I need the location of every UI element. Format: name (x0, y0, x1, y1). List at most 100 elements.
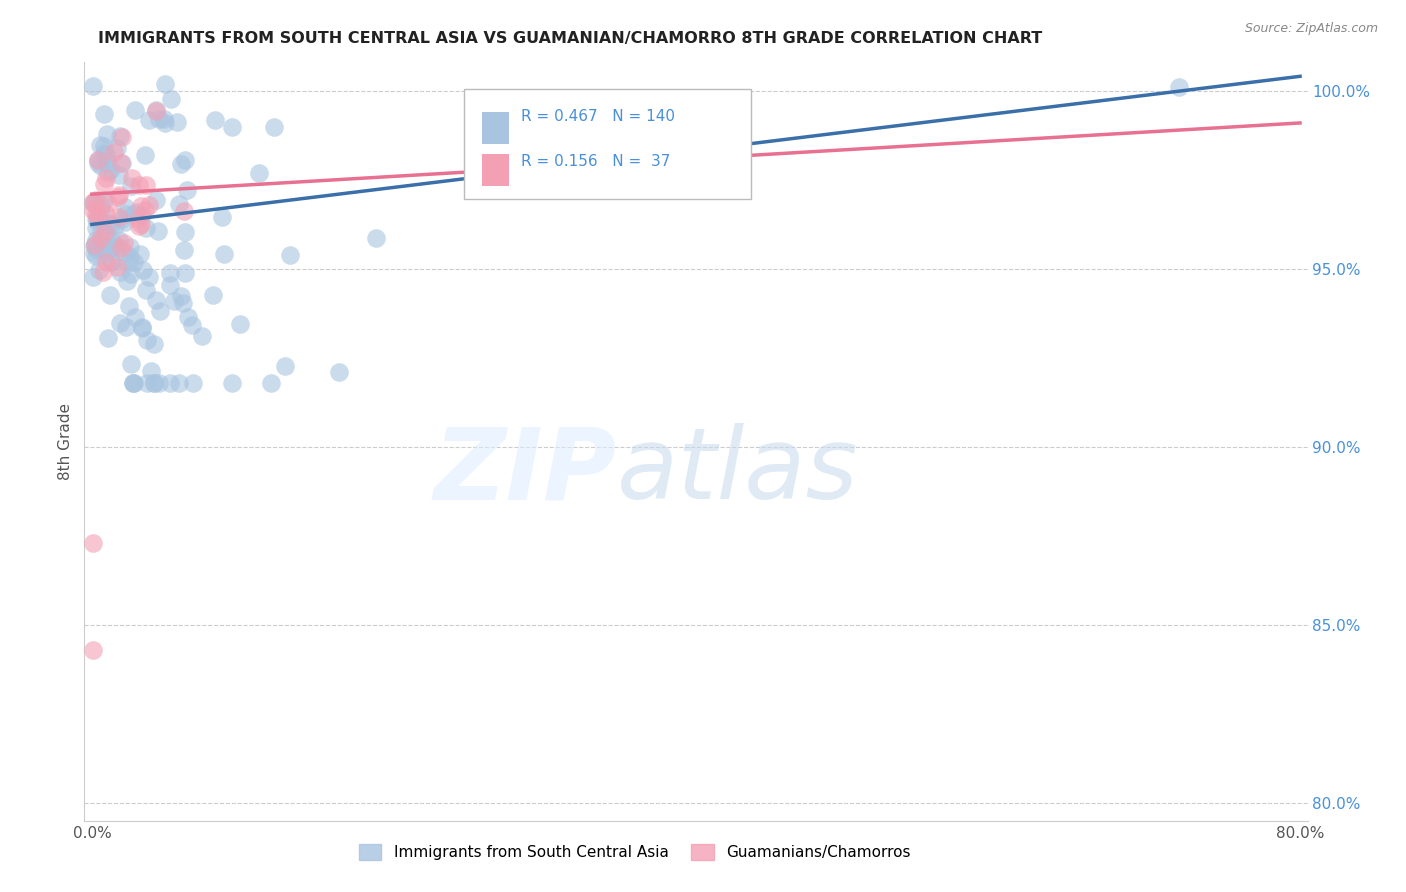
Point (128, 178, 150, 192)
Point (87, 211, 110, 225)
FancyBboxPatch shape (482, 112, 509, 144)
Point (174, 153, 197, 168)
Point (94, 224, 117, 238)
Point (153, 112, 176, 127)
Point (83, 245, 105, 260)
Point (143, 337, 166, 351)
Point (114, 215, 136, 229)
Text: Source: ZipAtlas.com: Source: ZipAtlas.com (1244, 22, 1378, 36)
Point (86, 211, 108, 225)
Point (110, 128, 132, 143)
Point (84, 212, 107, 227)
Point (278, 248, 301, 262)
Point (159, 266, 181, 280)
Point (104, 239, 127, 253)
Point (86, 243, 108, 257)
Point (107, 210, 129, 224)
Point (122, 207, 145, 221)
Point (115, 207, 138, 221)
Point (90, 231, 112, 245)
Point (90, 204, 112, 219)
Point (135, 283, 157, 297)
Point (105, 260, 128, 274)
Point (260, 376, 283, 390)
Point (98, 216, 121, 230)
Point (100, 162, 122, 177)
Point (145, 193, 167, 207)
Point (114, 245, 136, 260)
Point (90, 224, 112, 238)
Point (90, 159, 112, 173)
Point (149, 303, 172, 318)
Point (166, 115, 188, 129)
Point (328, 365, 350, 379)
Point (124, 376, 146, 390)
Point (274, 359, 297, 373)
Point (108, 187, 131, 202)
Point (112, 235, 135, 250)
Point (131, 208, 153, 222)
Point (167, 197, 190, 211)
Point (105, 141, 128, 155)
Point (173, 204, 195, 219)
Point (100, 254, 122, 268)
Point (98, 288, 121, 302)
Point (82, 79, 104, 94)
Point (221, 120, 243, 134)
Point (100, 218, 122, 232)
Point (111, 156, 134, 170)
Point (103, 145, 125, 159)
Point (221, 376, 243, 390)
Point (83, 238, 105, 252)
Point (167, 376, 190, 390)
Point (229, 318, 252, 332)
Point (93, 106, 115, 120)
Point (90, 214, 112, 228)
Point (124, 103, 146, 118)
Point (180, 318, 202, 333)
Point (138, 198, 160, 212)
Point (173, 225, 195, 239)
Point (1168, 80, 1191, 95)
Point (82, 642, 104, 657)
Text: ZIP: ZIP (433, 424, 616, 520)
Point (94, 171, 117, 186)
Point (134, 148, 156, 162)
Point (114, 200, 136, 214)
Legend: Immigrants from South Central Asia, Guamanians/Chamorros: Immigrants from South Central Asia, Guam… (353, 838, 917, 866)
Point (122, 376, 145, 390)
Point (148, 224, 170, 238)
Point (132, 262, 155, 277)
Point (100, 242, 122, 256)
Point (97, 196, 120, 211)
Point (110, 130, 132, 145)
Point (148, 376, 170, 390)
Point (96, 127, 118, 141)
Point (160, 92, 183, 106)
FancyBboxPatch shape (464, 89, 751, 199)
Point (93, 242, 115, 256)
Point (82, 536, 104, 550)
Point (86, 153, 108, 167)
Point (135, 220, 157, 235)
Point (96, 154, 118, 169)
Point (105, 241, 128, 255)
Point (93, 240, 115, 254)
Point (93, 145, 115, 160)
Text: atlas: atlas (616, 424, 858, 520)
Text: R = 0.467   N = 140: R = 0.467 N = 140 (522, 109, 675, 124)
Point (145, 293, 167, 307)
FancyBboxPatch shape (482, 154, 509, 186)
Point (127, 212, 149, 227)
Point (204, 112, 226, 127)
Point (135, 178, 157, 192)
Point (84, 221, 107, 235)
Point (263, 120, 285, 135)
Point (91, 265, 114, 279)
Point (131, 320, 153, 334)
Point (97, 331, 120, 345)
Point (120, 357, 142, 371)
Point (122, 255, 145, 269)
Point (124, 310, 146, 324)
Point (117, 274, 139, 288)
